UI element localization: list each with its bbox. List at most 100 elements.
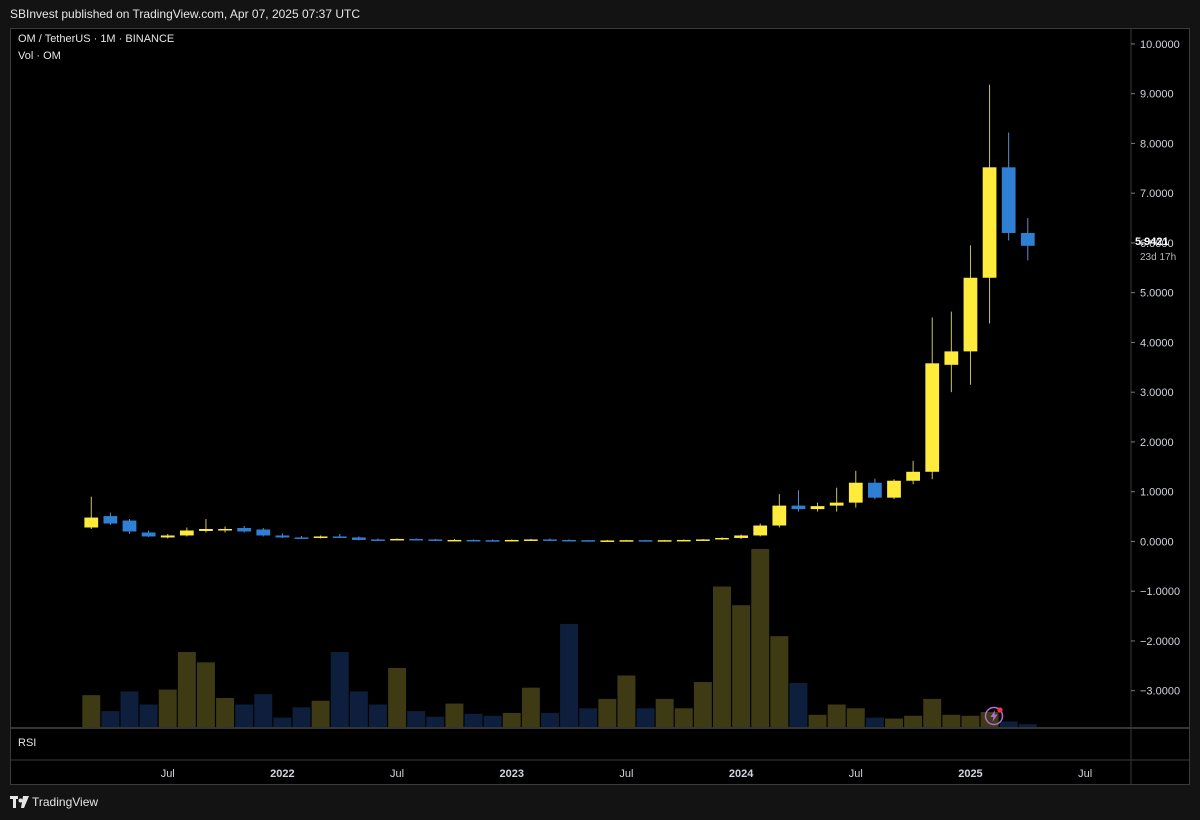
candle-body	[390, 538, 404, 541]
candle	[695, 538, 710, 541]
price-tick-label: 5.0000	[1140, 288, 1174, 300]
candle	[753, 523, 768, 537]
volume-bar	[368, 704, 387, 727]
volume-bar	[349, 691, 368, 727]
volume-bar	[827, 704, 846, 727]
volume-bar	[483, 715, 502, 727]
candle-body	[313, 536, 328, 538]
candle-body	[447, 539, 462, 542]
published-line: SBInvest published on TradingView.com, A…	[10, 7, 360, 21]
candle-body	[638, 540, 653, 542]
candle-body	[122, 520, 137, 532]
price-tick-label: 8.0000	[1140, 138, 1174, 150]
price-tick-label: 2.0000	[1140, 437, 1174, 449]
volume-bar	[273, 717, 292, 727]
candle	[1020, 218, 1035, 261]
candle	[982, 84, 997, 324]
candle	[963, 245, 978, 385]
candle	[619, 539, 634, 542]
last-price-badge: 5.9421	[1135, 236, 1169, 248]
volume-bar	[713, 586, 731, 727]
candle-body	[944, 351, 959, 365]
candle-body	[925, 363, 940, 472]
volume-bar	[177, 652, 196, 727]
candle-body	[428, 539, 443, 541]
candle	[256, 528, 271, 537]
volume-bar	[789, 682, 808, 727]
candle	[791, 490, 806, 512]
volume-bar	[235, 704, 254, 727]
candle-body	[466, 539, 481, 542]
candle	[925, 317, 940, 480]
candle	[657, 539, 672, 542]
volume-bar	[1018, 724, 1037, 727]
price-tick-label: 7.0000	[1140, 188, 1174, 200]
price-tick-label: 10.0000	[1140, 39, 1180, 51]
candle-body	[332, 536, 347, 538]
candle-body	[791, 505, 806, 510]
volume-bar	[101, 711, 120, 727]
volume-bar	[942, 714, 961, 727]
candle	[84, 496, 99, 529]
candle-body	[906, 471, 920, 481]
candle	[543, 538, 557, 541]
candle-body	[199, 528, 213, 531]
candle	[218, 526, 232, 533]
price-tick-label: 4.0000	[1140, 337, 1174, 349]
volume-bar	[120, 691, 139, 727]
time-tick-label: 2024	[729, 768, 754, 780]
candle-body	[715, 537, 729, 540]
candle	[447, 538, 462, 542]
volume-bar	[139, 704, 158, 727]
candle-body	[1020, 232, 1035, 246]
candle	[523, 538, 538, 541]
candle	[1001, 132, 1016, 241]
candle	[179, 527, 194, 537]
candle-body	[963, 277, 978, 352]
volume-bar	[464, 713, 483, 727]
volume-layer	[82, 549, 1037, 727]
candle-body	[982, 167, 997, 278]
candle	[332, 533, 347, 538]
symbol-legend[interactable]: OM / TetherUS · 1M · BINANCE	[18, 33, 175, 45]
candle-body	[657, 540, 672, 542]
footer-brand[interactable]: TradingView	[32, 795, 99, 809]
volume-bar	[311, 700, 330, 727]
candle	[772, 494, 787, 528]
candle	[638, 539, 653, 542]
candle-body	[371, 539, 385, 541]
volume-bar	[674, 708, 693, 727]
candle-body	[868, 482, 882, 498]
volume-bar	[904, 715, 923, 727]
candle-body	[275, 535, 290, 538]
candle-body	[237, 528, 252, 532]
candle	[848, 470, 863, 508]
time-tick-label: Jul	[161, 768, 175, 780]
volume-legend[interactable]: Vol · OM	[18, 50, 61, 62]
alert-bolt-icon[interactable]	[984, 706, 1004, 726]
time-tick-label: 2025	[958, 768, 982, 780]
volume-bar	[388, 667, 407, 727]
candle	[351, 536, 366, 541]
candle-body	[772, 505, 787, 526]
volume-bar	[846, 708, 865, 727]
candle	[676, 539, 691, 542]
volume-bar	[330, 652, 349, 727]
candle	[313, 535, 328, 539]
candle	[944, 311, 959, 393]
volume-bar	[426, 716, 445, 727]
candle-body	[179, 530, 194, 536]
candle	[581, 539, 596, 542]
chart-frame[interactable]	[10, 28, 1190, 785]
candle	[275, 533, 290, 538]
time-tick-label: Jul	[1078, 768, 1092, 780]
candle-body	[84, 517, 99, 528]
price-tick-label: −2.0000	[1140, 636, 1180, 648]
candle-body	[829, 502, 844, 506]
volume-bar	[407, 711, 426, 727]
candle-body	[504, 539, 519, 542]
time-tick-label: 2022	[270, 768, 294, 780]
price-tick-label: 9.0000	[1140, 89, 1174, 101]
rsi-pane-label[interactable]: RSI	[18, 737, 37, 749]
